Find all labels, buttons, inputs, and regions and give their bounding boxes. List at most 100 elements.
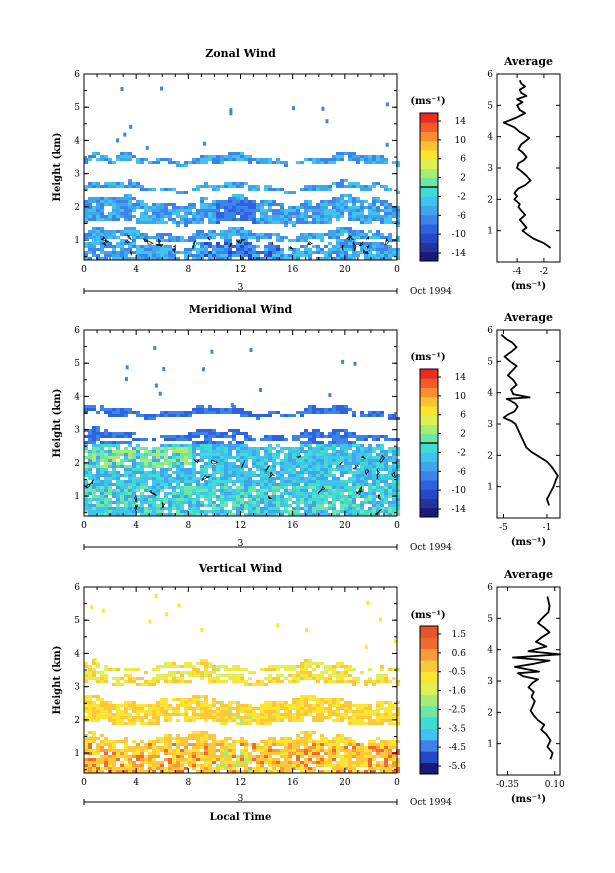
heatmap-cell	[284, 471, 288, 474]
heatmap-cell	[144, 749, 148, 752]
contour-line	[374, 509, 382, 516]
heatmap-cell	[348, 444, 352, 447]
heatmap-cell	[216, 764, 220, 767]
heatmap-cell	[204, 468, 208, 471]
heatmap-cell	[380, 507, 384, 510]
heatmap-cell	[100, 758, 104, 761]
heatmap-cell	[96, 411, 100, 414]
heatmap-cell	[280, 414, 284, 417]
heatmap-cell	[208, 716, 212, 719]
heatmap-cell	[116, 480, 120, 483]
heatmap-cell	[356, 459, 360, 462]
heatmap-cell	[224, 450, 228, 453]
heatmap-cell	[272, 704, 276, 707]
heatmap-cell	[380, 233, 384, 236]
heatmap-cell	[288, 453, 292, 456]
heatmap-cell	[360, 483, 364, 486]
heatmap-cell	[84, 761, 88, 764]
heatmap-cell	[244, 236, 248, 239]
heatmap-cell	[308, 465, 312, 468]
heatmap-cell	[332, 206, 336, 209]
heatmap-cell	[396, 161, 400, 164]
heatmap-cell	[268, 704, 272, 707]
heatmap-cell	[164, 462, 168, 465]
heatmap-cell	[276, 477, 280, 480]
heatmap-cell	[376, 501, 380, 504]
heatmap-cell	[384, 254, 388, 257]
heatmap-cell	[116, 450, 120, 453]
heatmap-cell	[248, 209, 252, 212]
y-tick-label: 3	[74, 426, 80, 436]
heatmap-cell	[204, 695, 208, 698]
heatmap-cell	[232, 408, 236, 411]
heatmap-cell	[228, 152, 232, 155]
heatmap-cell	[84, 435, 88, 438]
heatmap-cell	[240, 480, 244, 483]
heatmap-cell	[132, 230, 136, 233]
heatmap-cell	[148, 770, 152, 773]
heatmap-cell	[352, 182, 356, 185]
heatmap-cell	[340, 200, 344, 203]
heatmap-cell	[112, 215, 116, 218]
heatmap-cell	[372, 209, 376, 212]
heatmap-cell	[272, 471, 276, 474]
heatmap-cell	[280, 161, 284, 164]
heatmap-cell	[360, 414, 364, 417]
heatmap-cell	[144, 447, 148, 450]
heatmap-cell	[256, 707, 260, 710]
heatmap-cell	[168, 444, 172, 447]
contour-line	[155, 243, 164, 248]
heatmap-cell	[168, 215, 172, 218]
heatmap-cell	[324, 486, 328, 489]
heatmap-cell	[340, 405, 344, 408]
heatmap-cell	[304, 707, 308, 710]
heatmap-cell	[232, 740, 236, 743]
heatmap-cell	[112, 251, 116, 254]
heatmap-cell	[192, 701, 196, 704]
heatmap-cell	[92, 489, 96, 492]
heatmap-cell	[368, 450, 372, 453]
heatmap-cell	[336, 480, 340, 483]
heatmap-cell	[108, 453, 112, 456]
heatmap-cell	[96, 719, 100, 722]
heatmap-cell	[268, 701, 272, 704]
heatmap-cell	[140, 755, 144, 758]
heatmap-cell	[140, 767, 144, 770]
heatmap-cell	[104, 755, 108, 758]
heatmap-cell	[336, 477, 340, 480]
heatmap-cell	[192, 441, 196, 444]
heatmap-cell	[152, 447, 156, 450]
heatmap-cell	[120, 677, 124, 680]
heatmap-cell	[88, 486, 92, 489]
heatmap-cell	[300, 459, 304, 462]
heatmap-cell	[316, 257, 320, 260]
heatmap-cell	[232, 209, 236, 212]
colorbar-segment	[420, 378, 438, 388]
heatmap-cell	[172, 752, 176, 755]
heatmap-cell	[300, 218, 304, 221]
heatmap-cell	[228, 411, 232, 414]
heatmap-cell	[160, 239, 164, 242]
heatmap-cell	[260, 462, 264, 465]
heatmap-cell	[112, 206, 116, 209]
heatmap-cell	[296, 680, 300, 683]
heatmap-cell	[108, 465, 112, 468]
heatmap-cell	[368, 257, 372, 260]
heatmap-cell	[192, 447, 196, 450]
heatmap-cell	[380, 411, 384, 414]
heatmap-cell	[196, 695, 200, 698]
heatmap-cell	[332, 480, 336, 483]
heatmap-cell	[160, 665, 164, 668]
heatmap-cell	[104, 465, 108, 468]
heatmap-cell	[156, 746, 160, 749]
heatmap-cell	[124, 758, 128, 761]
heatmap-cell	[332, 474, 336, 477]
heatmap-cell	[196, 489, 200, 492]
heatmap-cell	[224, 707, 228, 710]
heatmap-cell	[216, 212, 220, 215]
colorbar-segment	[420, 461, 438, 472]
heatmap-cell	[156, 707, 160, 710]
heatmap-cell	[192, 734, 196, 737]
heatmap-cell	[228, 227, 232, 230]
heatmap-cell	[352, 236, 356, 239]
